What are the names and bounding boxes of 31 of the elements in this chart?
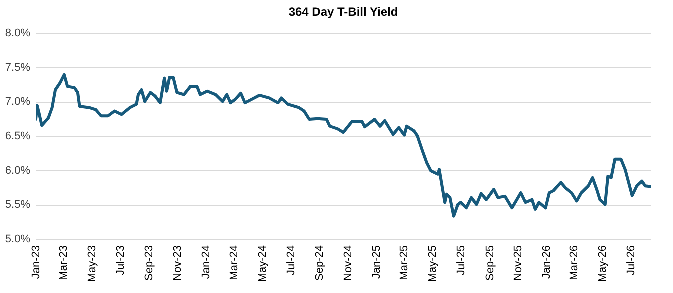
x-tick-label: Jan-25 xyxy=(371,246,384,280)
x-tick-label: Jul-24 xyxy=(285,246,298,276)
x-tick-label: Jan-26 xyxy=(541,246,554,280)
x-tick-label: May-24 xyxy=(256,246,269,282)
y-tick-label: 6.0% xyxy=(5,164,31,177)
x-tick-label: Jul-23 xyxy=(114,246,127,276)
x-tick-label: Nov-25 xyxy=(512,246,525,281)
y-tick-label: 7.0% xyxy=(5,96,31,108)
y-tick-label: 7.5% xyxy=(5,62,31,74)
y-tick-label: 6.5% xyxy=(5,130,31,142)
x-tick-label: May-23 xyxy=(86,246,98,282)
line-series xyxy=(36,73,651,218)
y-tick-label: 5.5% xyxy=(5,199,31,212)
x-tick-label: Mar-26 xyxy=(568,246,581,280)
x-tick-label: Mar-24 xyxy=(228,246,241,280)
x-tick-label: Sep-23 xyxy=(144,246,156,281)
x-tick-label: Jan-23 xyxy=(30,246,42,280)
x-tick-label: Nov-24 xyxy=(342,246,355,281)
x-tick-label: Sep-25 xyxy=(484,246,496,281)
x-tick-label: Sep-24 xyxy=(314,246,326,281)
x-tick-label: May-25 xyxy=(426,246,439,282)
x-tick-label: Jan-24 xyxy=(200,246,213,280)
x-tick-label: Jul-25 xyxy=(455,246,468,276)
x-tick-label: Jul-26 xyxy=(625,246,638,276)
chart-title: 364 Day T-Bill Yield xyxy=(288,5,398,19)
x-tick-label: Mar-25 xyxy=(398,246,411,280)
x-tick-label: Mar-23 xyxy=(58,246,70,280)
y-tick-label: 8.0% xyxy=(5,28,31,40)
x-tick-label: Nov-23 xyxy=(172,246,184,281)
x-tick-label: May-26 xyxy=(597,246,610,282)
y-tick-label: 5.0% xyxy=(5,234,31,246)
